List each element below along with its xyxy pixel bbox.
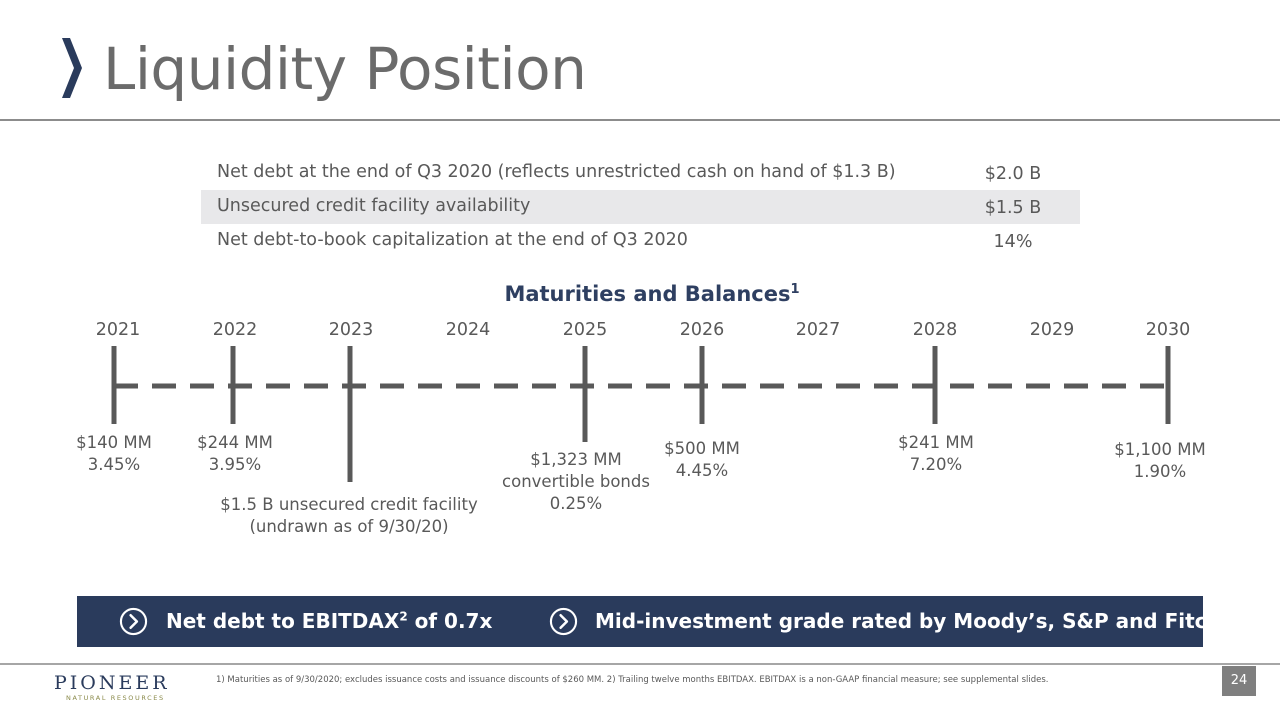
- stat-row-debt-to-book: Net debt-to-book capitalization at the e…: [201, 224, 1080, 258]
- stat-label: Net debt-to-book capitalization at the e…: [217, 230, 688, 250]
- year-label-2030: 2030: [1145, 320, 1191, 340]
- year-label-2027: 2027: [795, 320, 841, 340]
- chevron-right-circle-icon: [549, 607, 578, 636]
- title-chevron-icon: [62, 38, 82, 98]
- year-label-2021: 2021: [95, 320, 141, 340]
- year-label-2024: 2024: [445, 320, 491, 340]
- company-logo-subtitle: NATURAL RESOURCES: [66, 694, 165, 702]
- stat-value: $2.0 B: [984, 164, 1042, 184]
- highlights-banner: Net debt to EBITDAX2 of 0.7x Mid-investm…: [77, 596, 1221, 647]
- page-number: 24: [1222, 666, 1256, 696]
- stat-value: $1.5 B: [984, 198, 1042, 218]
- year-label-2023: 2023: [328, 320, 374, 340]
- chevron-right-circle-icon: [119, 607, 148, 636]
- maturity-2021: $140 MM 3.45%: [76, 433, 152, 474]
- company-logo: PIONEER: [54, 672, 170, 694]
- footnote: 1) Maturities as of 9/30/2020; excludes …: [216, 675, 1049, 685]
- maturity-2030: $1,100 MM 1.90%: [1114, 440, 1206, 481]
- banner-rating-text: Mid-investment grade rated by Moody’s, S…: [595, 609, 1221, 633]
- stat-label: Unsecured credit facility availability: [217, 196, 531, 216]
- maturity-2022: $244 MM 3.95%: [197, 433, 273, 474]
- year-label-2029: 2029: [1029, 320, 1075, 340]
- page-title: Liquidity Position: [103, 35, 587, 103]
- footer-divider: [0, 663, 1280, 665]
- header-divider: [0, 119, 1280, 121]
- maturity-2023: $1.5 B unsecured credit facility (undrawn…: [220, 495, 478, 536]
- year-label-2022: 2022: [212, 320, 258, 340]
- stat-value: 14%: [993, 232, 1033, 252]
- maturity-2028: $241 MM 7.20%: [898, 433, 974, 474]
- stat-label: Net debt at the end of Q3 2020 (reflects…: [217, 162, 896, 182]
- stat-row-credit-facility: Unsecured credit facility availability $…: [201, 190, 1080, 224]
- year-label-2028: 2028: [912, 320, 958, 340]
- maturities-title: Maturities and Balances1: [504, 282, 800, 306]
- maturity-2026: $500 MM 4.45%: [664, 439, 740, 480]
- banner-net-debt-text: Net debt to EBITDAX2 of 0.7x: [166, 609, 493, 633]
- maturity-2025: $1,323 MM convertible bonds 0.25%: [502, 450, 650, 513]
- year-label-2025: 2025: [562, 320, 608, 340]
- stat-row-net-debt: Net debt at the end of Q3 2020 (reflects…: [201, 156, 1080, 190]
- year-label-2026: 2026: [679, 320, 725, 340]
